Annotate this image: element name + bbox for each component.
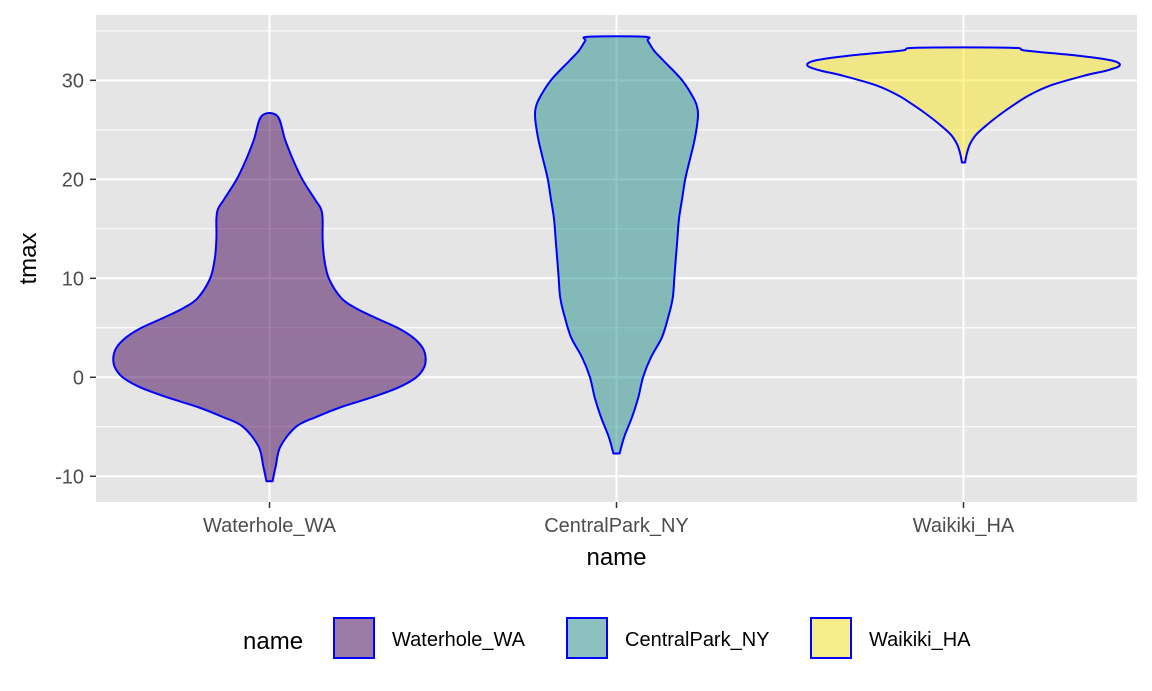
y-axis: -10 0 10 20 30 [55, 70, 96, 488]
x-tick-label: Waterhole_WA [203, 515, 337, 537]
legend-title: name [243, 628, 303, 655]
y-tick-label: 20 [62, 169, 84, 191]
y-axis-title: tmax [15, 232, 42, 284]
y-tick-label: 10 [62, 268, 84, 290]
violin-waterhole-wa [112, 112, 427, 483]
x-tick-label: CentralPark_NY [544, 515, 689, 537]
legend-label: CentralPark_NY [625, 629, 770, 651]
violins [112, 35, 1121, 483]
y-tick-label: -10 [55, 466, 84, 488]
x-axis-title: name [586, 544, 646, 571]
x-axis: Waterhole_WA CentralPark_NY Waikiki_HA [203, 502, 1015, 537]
legend: name Waterhole_WA CentralPark_NY Waikiki_H… [243, 617, 971, 659]
violin-centralpark-ny [533, 35, 700, 455]
legend-swatch-waterhole-wa [333, 617, 375, 659]
y-tick-label: 30 [62, 70, 84, 92]
legend-label: Waikiki_HA [869, 629, 971, 651]
violin-waikiki-ha [806, 46, 1121, 164]
legend-swatch-waikiki-ha [810, 617, 852, 659]
y-tick-label: 0 [73, 367, 84, 389]
x-tick-label: Waikiki_HA [913, 515, 1015, 537]
legend-label: Waterhole_WA [392, 629, 526, 651]
legend-swatch-centralpark-ny [566, 617, 608, 659]
